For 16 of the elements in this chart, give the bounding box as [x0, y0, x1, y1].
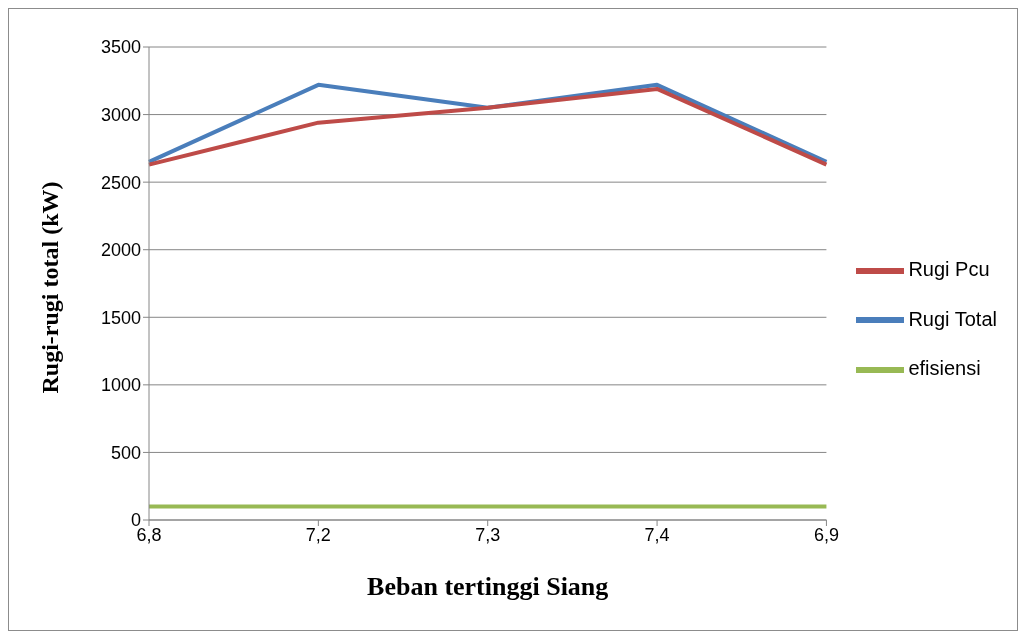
y-tick-label: 3500: [100, 37, 141, 58]
y-tick-label: 1500: [100, 307, 141, 328]
legend-label: Rugi Total: [908, 307, 997, 330]
x-tick-label: 7,2: [305, 524, 331, 545]
y-tick-label: 500: [110, 442, 141, 463]
y-tick-label: 3000: [100, 104, 141, 125]
legend-label: Rugi Pcu: [908, 257, 990, 280]
legend-label: efisiensi: [908, 357, 981, 380]
y-axis-title: Rugi-rugi total (kW): [36, 181, 63, 394]
x-axis-title: Beban tertinggi Siang: [367, 572, 609, 601]
x-tick-label: 7,3: [475, 524, 501, 545]
y-tick-label: 1000: [100, 375, 141, 396]
x-tick-label: 7,4: [644, 524, 670, 545]
y-tick-label: 2500: [100, 172, 141, 193]
x-tick-label: 6,9: [813, 524, 839, 545]
y-tick-label: 2000: [100, 240, 141, 261]
